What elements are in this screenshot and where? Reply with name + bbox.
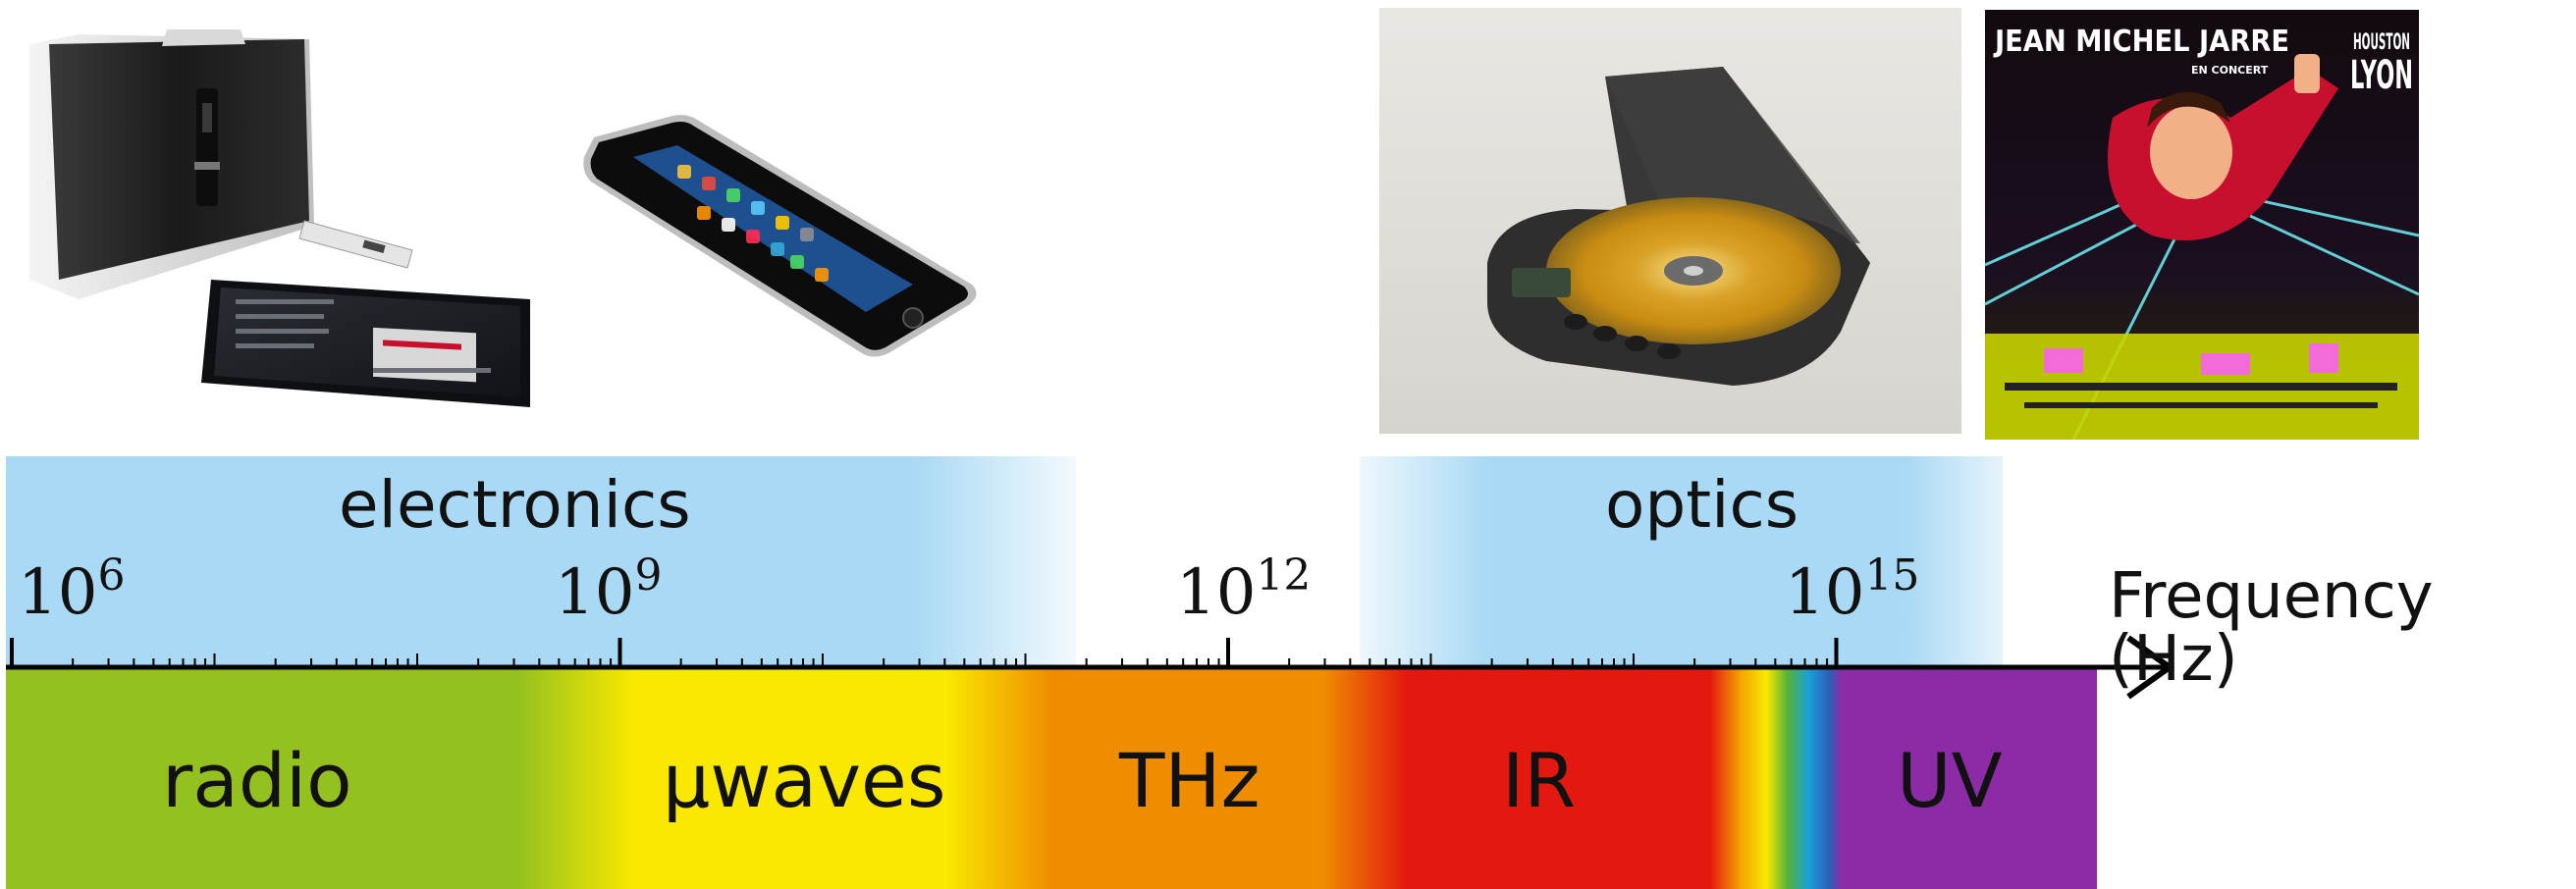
- smartphone-icon: [583, 115, 977, 357]
- tick-label-1e15: 1015: [1785, 550, 1920, 629]
- speaker-tablet-photo: [29, 29, 530, 407]
- region-label-thz: THz: [1119, 737, 1261, 824]
- tick-label-1e6: 106: [18, 550, 126, 629]
- tick-label-1e9: 109: [555, 550, 663, 629]
- electronics-band: [6, 456, 1076, 667]
- cd-player-photo: [1379, 8, 1961, 434]
- region-label-microwaves: µwaves: [663, 737, 946, 824]
- region-label-uv: UV: [1897, 737, 2003, 824]
- remote-control-icon: [298, 220, 413, 269]
- optics-label: optics: [1605, 467, 1799, 543]
- album-subtitle: EN CONCERT: [2191, 64, 2269, 77]
- portable-cd-player-icon: [1487, 67, 1870, 386]
- axis-label: Frequency (Hz): [2109, 560, 2434, 696]
- smartphone-photo: [583, 115, 977, 357]
- electronics-label: electronics: [339, 467, 691, 543]
- album-city-houston: HOUSTON: [2353, 30, 2410, 55]
- optics-band: [1360, 456, 2003, 667]
- region-label-ir: IR: [1502, 737, 1577, 824]
- album-cover-icon: [1985, 10, 2419, 440]
- tick-label-1e12: 1012: [1176, 550, 1312, 629]
- album-title: JEAN MICHEL JARRE: [1993, 25, 2289, 59]
- spectrum-bar: [6, 667, 2097, 889]
- album-city-lyon: LYON: [2350, 53, 2413, 98]
- wireless-speaker-icon: [29, 29, 314, 299]
- album-cover-photo: JEAN MICHEL JARRE EN CONCERT HOUSTON LYO…: [1985, 10, 2419, 440]
- tablet-icon: [201, 280, 530, 407]
- region-label-radio: radio: [162, 737, 352, 824]
- axis-ticks: [10, 638, 1839, 667]
